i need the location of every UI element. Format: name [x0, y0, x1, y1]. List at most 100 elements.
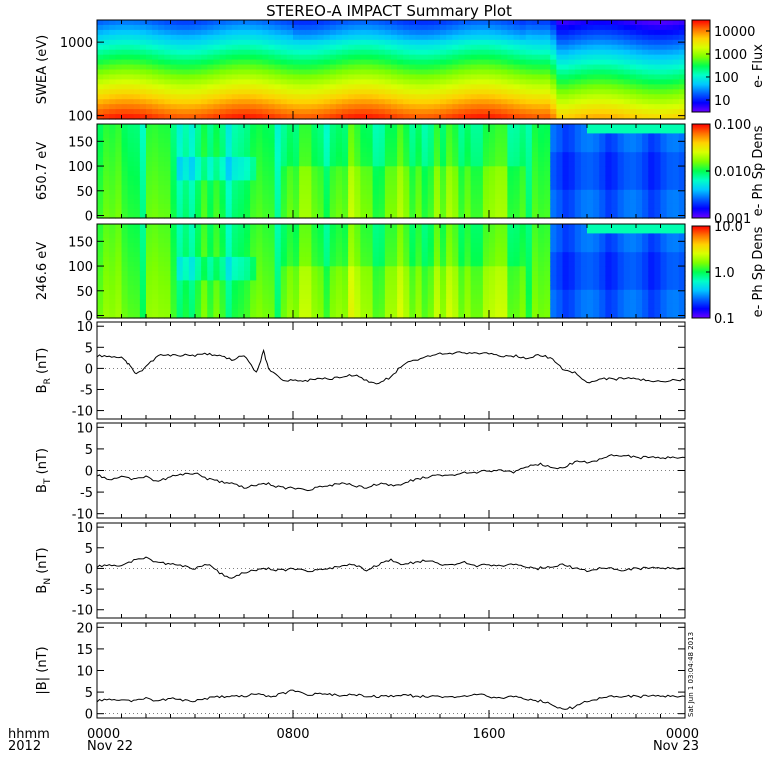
spectrogram-cell — [489, 79, 496, 85]
spectrogram-cell — [599, 133, 606, 139]
spectrogram-cell — [293, 271, 300, 277]
spectrogram-cell — [293, 39, 300, 46]
spectrogram-cell — [280, 104, 288, 110]
spectrogram-cell — [219, 64, 227, 71]
spectrogram-cell — [421, 84, 429, 90]
spectrogram-cell — [274, 213, 282, 219]
spectrogram-cell — [323, 266, 331, 272]
spectrogram-cell — [201, 69, 208, 76]
spectrogram-cell — [188, 20, 196, 26]
spectrogram-cell — [519, 189, 527, 196]
spectrogram-cell — [299, 233, 306, 239]
spectrogram-cell — [152, 20, 159, 26]
spectrogram-cell — [225, 166, 233, 172]
spectrogram-cell — [580, 189, 588, 196]
spectrogram-cell — [280, 213, 288, 219]
spectrogram-cell — [219, 308, 227, 314]
spectrogram-cell — [311, 224, 319, 230]
spectrogram-cell — [250, 79, 257, 85]
spectrogram-cell — [323, 39, 331, 46]
spectrogram-cell — [580, 180, 588, 186]
spectrogram-cell — [115, 142, 123, 149]
spectrogram-cell — [636, 79, 643, 85]
spectrogram-cell — [519, 99, 527, 105]
spectrogram-cell — [323, 261, 331, 267]
spectrogram-cell — [593, 74, 600, 80]
spectrogram-cell — [672, 20, 680, 26]
spectrogram-cell — [666, 156, 674, 163]
spectrogram-cell — [274, 294, 282, 300]
spectrogram-cell — [280, 39, 288, 46]
spectrogram-cell — [452, 39, 459, 46]
spectrogram-cell — [489, 54, 496, 61]
spectrogram-cell — [305, 79, 312, 85]
spectrogram-cell — [274, 156, 282, 163]
spectrogram-cell — [482, 20, 490, 26]
spectrogram-cell — [660, 185, 668, 191]
spectrogram-cell — [562, 94, 570, 100]
spectrogram-cell — [237, 69, 245, 76]
spectrogram-cell — [280, 54, 288, 61]
spectrogram-cell — [403, 261, 410, 267]
spectrogram-cell — [354, 44, 361, 51]
spectrogram-cell — [293, 313, 300, 319]
spectrogram-cell — [244, 124, 251, 130]
spectrogram-cell — [219, 285, 227, 291]
spectrogram-cell — [648, 185, 655, 191]
spectrogram-cell — [133, 161, 141, 167]
spectrogram-cell — [176, 233, 184, 239]
spectrogram-cell — [489, 49, 496, 56]
spectrogram-cell — [648, 29, 655, 36]
spectrogram-cell — [250, 224, 257, 230]
spectrogram-cell — [305, 256, 312, 263]
spectrogram-cell — [133, 252, 141, 258]
spectrogram-cell — [360, 275, 368, 281]
spectrogram-cell — [188, 256, 196, 263]
spectrogram-cell — [262, 313, 270, 319]
spectrogram-cell — [617, 84, 625, 90]
spectrogram-cell — [219, 203, 227, 210]
spectrogram-cell — [219, 74, 227, 80]
spectrogram-cell — [201, 114, 208, 120]
spectrogram-cell — [666, 161, 674, 167]
spectrogram-cell — [629, 213, 637, 219]
spectrogram-cell — [323, 128, 331, 134]
spectrogram-cell — [146, 261, 153, 267]
spectrogram-cell — [139, 266, 147, 272]
spectrogram-cell — [323, 180, 331, 186]
spectrogram-cell — [146, 238, 153, 244]
spectrogram-cell — [335, 114, 343, 120]
spectrogram-cell — [342, 224, 349, 230]
spectrogram-cell — [158, 303, 165, 310]
spectrogram-cell — [311, 256, 319, 263]
spectrogram-cell — [384, 59, 392, 66]
spectrogram-cell — [237, 261, 245, 267]
spectrogram-cell — [195, 308, 202, 314]
spectrogram-cell — [274, 171, 282, 177]
spectrogram-cell — [421, 147, 429, 153]
spectrogram-cell — [207, 166, 214, 172]
spectrogram-cell — [599, 152, 606, 158]
spectrogram-cell — [256, 308, 263, 314]
spectrogram-cell — [391, 89, 398, 95]
spectrogram-cell — [286, 156, 294, 163]
spectrogram-cell — [482, 99, 490, 105]
spectrogram-cell — [489, 203, 496, 210]
spectrogram-cell — [237, 29, 245, 36]
spectrogram-cell — [415, 185, 423, 191]
spectrogram-cell — [366, 133, 374, 139]
spectrogram-cell — [507, 156, 515, 163]
spectrogram-cell — [158, 104, 165, 110]
spectrogram-cell — [574, 166, 582, 172]
spectrogram-cell — [268, 213, 276, 219]
spectrogram-cell — [219, 213, 227, 219]
spectrogram-cell — [231, 203, 239, 210]
spectrogram-cell — [311, 166, 319, 172]
spectrogram-cell — [342, 299, 349, 305]
spectrogram-cell — [97, 124, 104, 130]
spectrogram-cell — [415, 180, 423, 186]
spectrogram-cell — [538, 128, 545, 134]
spectrogram-cell — [360, 34, 368, 41]
spectrogram-cell — [293, 104, 300, 110]
spectrogram-cell — [568, 109, 576, 115]
